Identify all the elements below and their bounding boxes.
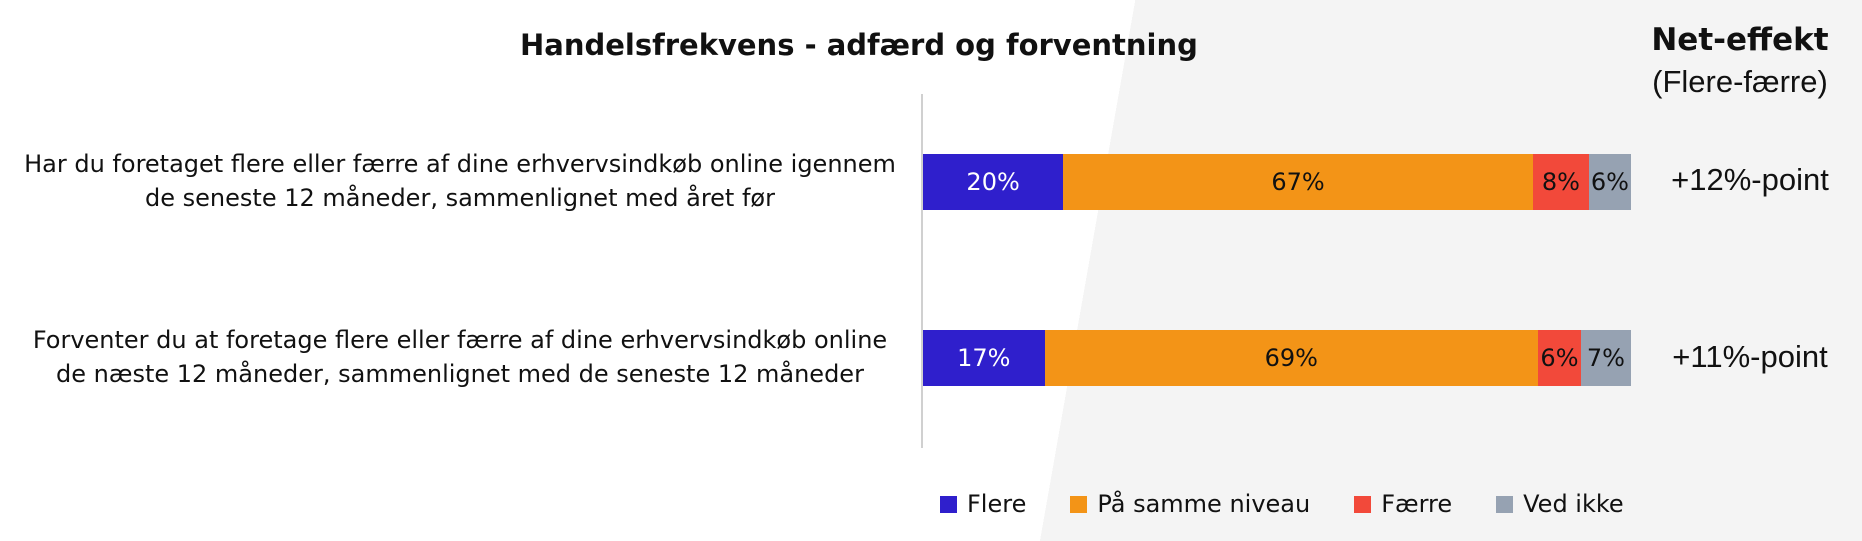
net-effect-value-2: +11%-point <box>1672 339 1828 374</box>
category-label-1-line-1: Har du foretaget flere eller færre af di… <box>24 150 896 178</box>
category-label-1: Har du foretaget flere eller færre af di… <box>20 147 900 215</box>
data-label: 6% <box>1590 168 1629 196</box>
bar-segment-f-rre-2: 6% <box>1538 330 1581 386</box>
legend-item: Flere <box>940 490 1026 518</box>
category-label-1-line-2: de seneste 12 måneder, sammenlignet med … <box>145 184 775 212</box>
category-axis-line <box>921 94 923 448</box>
legend-swatch <box>940 495 957 513</box>
stacked-bar-2: 17% 69% 6% 7% <box>923 330 1631 386</box>
legend-label: Ved ikke <box>1523 490 1624 518</box>
category-label-2-line-1: Forventer du at foretage flere eller fær… <box>32 326 888 354</box>
net-effect-subheader: (Flere-færre) <box>1652 64 1828 99</box>
legend-swatch <box>1070 495 1088 513</box>
bar-segment-flere-2: 17% <box>923 330 1045 386</box>
net-effect-header: Net-effekt <box>1651 22 1829 58</box>
legend-label: På samme niveau <box>1097 490 1311 518</box>
legend-swatch <box>1496 495 1514 513</box>
data-label: 69% <box>1264 344 1318 372</box>
legend-swatch <box>1354 495 1372 513</box>
legend-item: Ved ikke <box>1496 490 1624 518</box>
legend: Flere På samme niveau Færre Ved ikke <box>940 488 1668 520</box>
legend-item: Færre <box>1354 490 1452 518</box>
data-label: 8% <box>1541 168 1580 196</box>
data-label: 17% <box>957 344 1011 372</box>
chart-title: Handelsfrekvens - adfærd og forventning <box>520 28 1198 62</box>
category-label-2-line-2: de næste 12 måneder, sammenlignet med de… <box>56 360 864 388</box>
net-effect-value-1: +12%-point <box>1671 162 1829 197</box>
bar-segment-f-rre-1: 8% <box>1532 154 1589 210</box>
data-label: 20% <box>966 168 1020 196</box>
bar-segment-p-samme-niveau-1: 67% <box>1063 154 1533 210</box>
data-label: 6% <box>1540 344 1579 372</box>
bar-segment-ved-ikke-1: 6% <box>1588 154 1631 210</box>
stacked-bar-1: 20% 67% 8% 6% <box>923 154 1631 210</box>
legend-label: Færre <box>1381 490 1453 518</box>
legend-label: Flere <box>967 490 1027 518</box>
bar-segment-ved-ikke-2: 7% <box>1580 330 1631 386</box>
data-label: 7% <box>1586 344 1625 372</box>
data-label: 67% <box>1271 168 1325 196</box>
category-label-2: Forventer du at foretage flere eller fær… <box>20 323 900 391</box>
bar-segment-flere-1: 20% <box>923 154 1064 210</box>
bar-segment-p-samme-niveau-2: 69% <box>1044 330 1539 386</box>
legend-item: På samme niveau <box>1070 490 1310 518</box>
